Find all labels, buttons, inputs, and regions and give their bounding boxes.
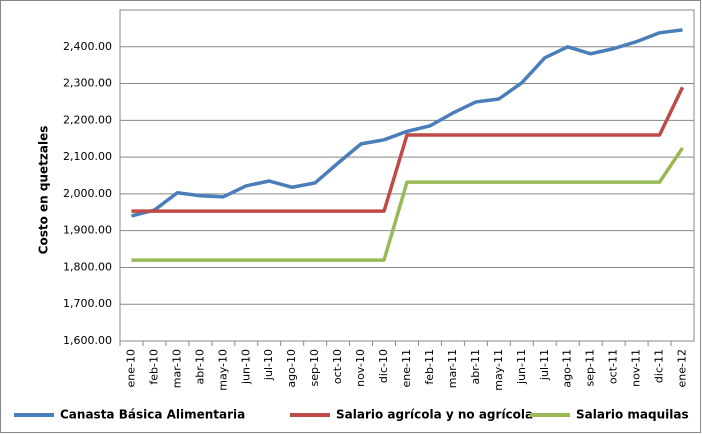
x-tick-label: feb-11	[423, 349, 436, 385]
y-tick-label: 2,400.00	[63, 40, 112, 53]
x-tick-label: ago-11	[561, 349, 574, 388]
y-tick-label: 1,600.00	[63, 334, 112, 347]
y-tick-label: 2,100.00	[63, 150, 112, 163]
x-tick-label: jun-11	[515, 349, 528, 385]
x-tick-label: dic-11	[653, 349, 666, 383]
x-tick-label: abr-10	[193, 349, 206, 385]
x-tick-label: mar-11	[446, 349, 459, 388]
series-line	[131, 86, 685, 213]
x-tick-label: jul-10	[262, 349, 275, 381]
x-tick-label: dic-10	[377, 349, 390, 383]
x-tick-label: ago-10	[285, 349, 298, 388]
legend-label: Salario maquilas	[576, 408, 689, 422]
x-tick-label: ene-12	[676, 349, 689, 387]
y-axis-label: Costo en quetzales	[37, 126, 51, 255]
x-tick-label: jun-10	[239, 349, 252, 385]
x-tick-label: may-11	[492, 349, 505, 391]
x-tick-label: feb-10	[147, 349, 160, 385]
x-tick-label: oct-11	[607, 349, 620, 384]
y-tick-label: 1,800.00	[63, 260, 112, 273]
x-tick-label: abr-11	[469, 349, 482, 385]
x-tick-label: sep-10	[308, 349, 321, 386]
y-tick-label: 2,300.00	[63, 77, 112, 90]
legend-label: Salario agrícola y no agrícola	[336, 408, 533, 422]
x-tick-label: nov-10	[354, 349, 367, 387]
series-line	[131, 28, 683, 218]
series-line	[131, 146, 684, 262]
x-tick-label: mar-10	[170, 349, 183, 388]
x-tick-label: oct-10	[331, 349, 344, 384]
legend-label: Canasta Básica Alimentaria	[60, 408, 245, 422]
x-tick-label: ene-10	[124, 349, 137, 387]
x-tick-label: jul-11	[538, 349, 551, 381]
x-tick-label: nov-11	[630, 349, 643, 387]
y-tick-label: 1,900.00	[63, 224, 112, 237]
y-tick-label: 2,200.00	[63, 113, 112, 126]
x-tick-label: sep-11	[584, 349, 597, 386]
x-tick-label: ene-11	[400, 349, 413, 387]
x-tick-label: may-10	[216, 349, 229, 391]
y-tick-label: 1,700.00	[63, 297, 112, 310]
y-tick-label: 2,000.00	[63, 187, 112, 200]
